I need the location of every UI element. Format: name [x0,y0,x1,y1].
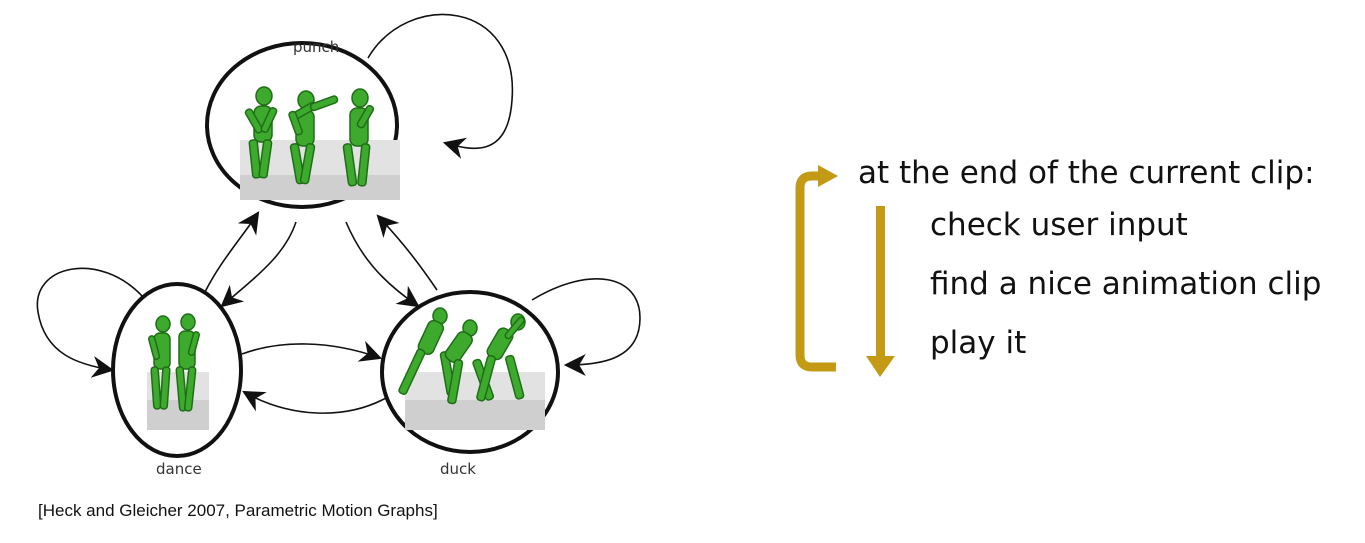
edge-dance-to-duck [241,340,383,362]
loop-bracket-arrow [795,165,838,372]
punch-figures-image [240,86,400,200]
edge-duck-to-punch [376,214,438,291]
node-label-punch: punch [293,38,340,56]
node-label-duck: duck [440,460,476,478]
algorithm-header: at the end of the current clip: [858,155,1315,191]
algorithm-step-3: play it [930,325,1027,361]
citation: [Heck and Gleicher 2007, Parametric Moti… [38,501,438,520]
sequence-down-arrow [866,206,895,377]
algorithm-step-1: check user input [930,207,1188,243]
edge-duck-to-dance [242,390,387,414]
edge-duck-self-loop [531,278,641,376]
algorithm-step-2: find a nice animation clip [930,266,1322,302]
edge-punch-self-loop [367,13,514,159]
edge-punch-to-dance [220,221,297,308]
node-dance [111,282,243,458]
node-label-dance: dance [156,460,202,478]
edge-dance-to-punch [204,211,260,293]
duck-figures-image [398,307,545,430]
edge-punch-to-duck [345,221,420,308]
node-duck [380,290,560,454]
node-punch [205,41,400,209]
edge-dance-self-loop [36,267,144,378]
dance-figures-image [147,313,209,430]
